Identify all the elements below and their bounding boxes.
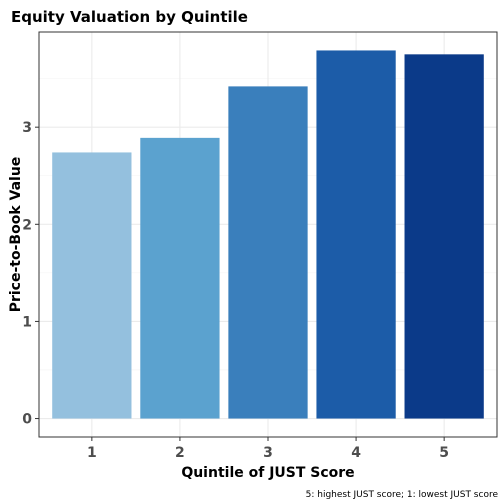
x-tick-label: 2 (175, 445, 185, 461)
y-tick-label: 0 (22, 412, 32, 428)
bar (405, 54, 484, 418)
x-axis-ticks: 1 2 3 4 5 (87, 437, 449, 461)
chart-caption: 5: highest JUST score; 1: lowest JUST sc… (306, 490, 499, 500)
y-tick-label: 1 (22, 314, 32, 330)
chart-title: Equity Valuation by Quintile (11, 8, 248, 26)
x-tick-label: 4 (351, 445, 361, 461)
y-axis-title: Price-to-Book Value (8, 157, 24, 313)
x-axis-title: Quintile of JUST Score (181, 465, 354, 481)
bar (316, 50, 395, 418)
bar (228, 86, 307, 418)
y-tick-label: 3 (22, 120, 32, 136)
bar (140, 138, 219, 419)
bar (52, 152, 131, 418)
bars (52, 50, 484, 418)
x-tick-label: 5 (439, 445, 449, 461)
x-tick-label: 3 (263, 445, 273, 461)
x-tick-label: 1 (87, 445, 97, 461)
